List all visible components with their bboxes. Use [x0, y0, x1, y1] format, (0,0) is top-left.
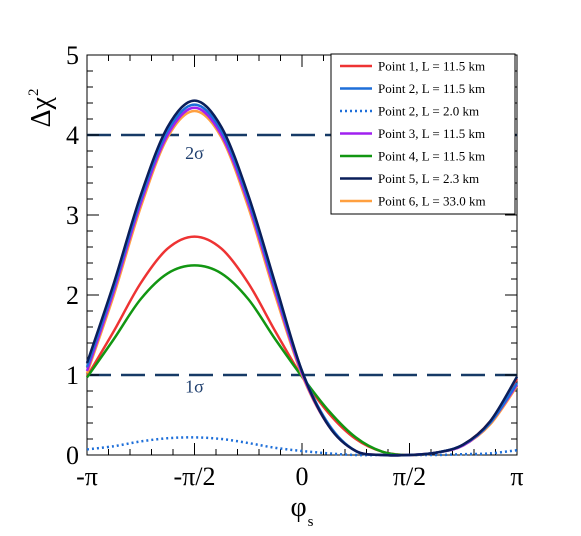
legend-label: Point 2, L = 11.5 km: [378, 81, 485, 96]
series-line: [85, 99, 519, 457]
series-line: [85, 264, 519, 457]
series-line: [85, 235, 519, 457]
y-axis-title: Δχ2: [26, 89, 57, 128]
reference-label: 2σ: [185, 143, 204, 163]
legend-label: Point 4, L = 11.5 km: [378, 149, 485, 164]
x-tick-label: -π/2: [173, 462, 215, 491]
legend-label: Point 6, L = 33.0 km: [378, 194, 486, 209]
series-line: [86, 436, 518, 457]
x-tick-label: π/2: [393, 462, 426, 491]
legend-label: Point 2, L = 2.0 km: [378, 104, 479, 119]
y-tick-label: 0: [66, 441, 79, 470]
y-tick-label: 1: [66, 361, 79, 390]
reference-label: 1σ: [185, 377, 204, 397]
series-layer: [85, 99, 519, 457]
y-tick-label: 2: [66, 281, 79, 310]
y-tick-label: 5: [66, 41, 79, 70]
x-axis-title: φs: [290, 492, 313, 530]
legend-label: Point 3, L = 11.5 km: [378, 126, 485, 141]
x-tick-label: π: [510, 462, 523, 491]
legend-label: Point 1, L = 11.5 km: [378, 59, 485, 74]
x-tick-label: 0: [296, 462, 309, 491]
y-tick-label: 4: [66, 121, 79, 150]
legend-label: Point 5, L = 2.3 km: [378, 171, 479, 186]
y-tick-label: 3: [66, 201, 79, 230]
legend: Point 1, L = 11.5 km Point 2, L = 11.5 km…: [330, 53, 516, 215]
x-tick-label: -π: [76, 462, 98, 491]
tick-labels: -π -π/2 0 π/2 π 0 1 2 3 4 5: [66, 41, 524, 491]
